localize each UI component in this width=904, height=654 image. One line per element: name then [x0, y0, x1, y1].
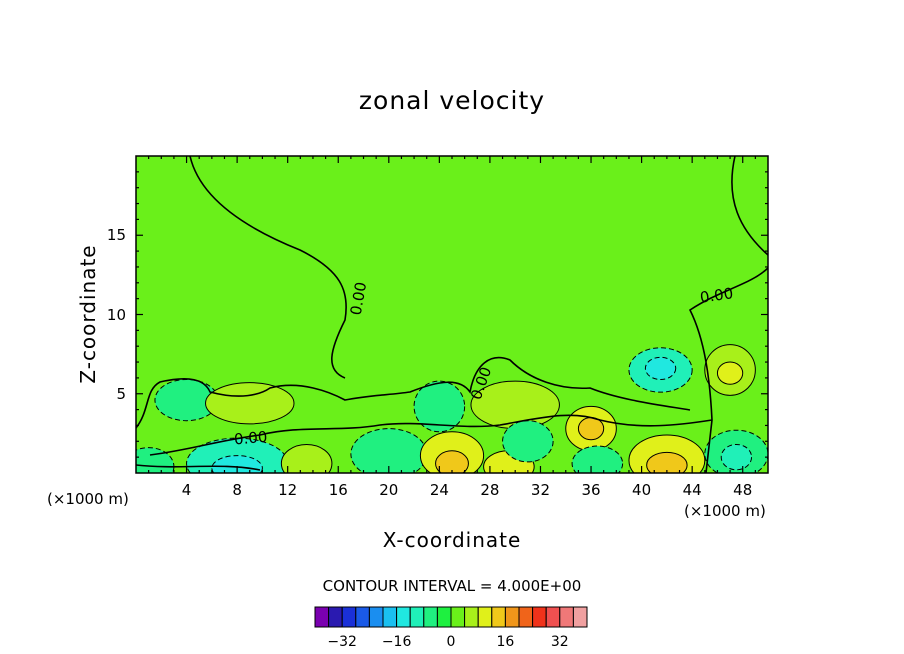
x-tick-label: 4 [181, 481, 192, 499]
zero-contour-upper-left [189, 156, 347, 379]
x-tick-label: 36 [581, 481, 601, 499]
y-tick-label: 10 [106, 305, 126, 324]
x-tick-label: 28 [480, 481, 500, 499]
colorbar-swatch [436, 606, 452, 628]
zero-contour-bottom [136, 464, 261, 471]
contour-region-23 [720, 443, 753, 471]
contour-region-16 [435, 450, 469, 473]
colorbar-swatch [450, 606, 466, 628]
zero-contour-lower-band [136, 356, 691, 429]
colorbar-swatch [504, 606, 520, 628]
colorbar-swatch [423, 606, 438, 628]
colorbar-swatch [328, 606, 343, 628]
contour-label-lower: 0.00 [233, 428, 268, 449]
zero-contour-low [149, 414, 713, 456]
contour-region-13 [280, 443, 333, 473]
x-tick-label: 12 [278, 481, 298, 499]
x-tick-label: 16 [328, 481, 348, 499]
colorbar-tick-label: 16 [496, 634, 515, 650]
colorbar-swatch [532, 606, 547, 628]
contour-region-5 [205, 382, 295, 425]
contour-label-upper: 0.00 [347, 281, 371, 317]
contour-region-1 [644, 356, 677, 380]
y-axis-label: Z-coordinate [76, 244, 100, 384]
contour-region-21 [646, 451, 688, 473]
colorbar-swatch [382, 606, 398, 628]
colorbar-swatch [559, 606, 574, 628]
colorbar-tick-label: 0 [446, 634, 456, 650]
y-tick-label: 15 [106, 226, 126, 245]
colorbar-swatch [572, 606, 588, 628]
colorbar-swatch [314, 606, 330, 628]
contour-region-18 [502, 420, 554, 463]
y-tick-label: 5 [116, 384, 126, 403]
contour-region-6 [413, 380, 466, 433]
colorbar-swatch [341, 606, 357, 628]
x-tick-label: 44 [682, 481, 702, 499]
colorbar-tick-label: −32 [327, 634, 357, 650]
colorbar-swatch [491, 606, 506, 628]
colorbar-tick-label: 32 [550, 634, 569, 650]
colorbar-swatch [396, 606, 411, 628]
x-tick-label: 32 [530, 481, 551, 499]
chart-title: zonal velocity [358, 86, 546, 115]
colorbar-swatch [545, 606, 561, 628]
colorbar-swatch [464, 606, 479, 628]
contour-region-3 [716, 361, 744, 385]
contour-field [136, 156, 768, 473]
x-tick-label: 24 [429, 481, 449, 499]
colorbar-swatch [518, 606, 534, 628]
zero-contour-upper-right [731, 156, 768, 256]
colorbar-swatch [409, 606, 425, 628]
colorbar-tick-label: −16 [381, 634, 412, 650]
x-unit-label-right: (×1000 m) [684, 502, 766, 520]
contour-lines [136, 156, 768, 473]
x-tick-label: 8 [232, 481, 242, 499]
contour-interval-text: CONTOUR INTERVAL = 4.000E+00 [322, 577, 582, 595]
colorbar-swatch [355, 606, 370, 628]
x-unit-label-left: (×1000 m) [47, 490, 129, 508]
colorbar-swatch [368, 606, 384, 628]
contour-label-right: 0.00 [699, 284, 735, 306]
x-tick-label: 40 [632, 481, 652, 499]
x-axis-label: X-coordinate [382, 528, 522, 552]
colorbar-swatch [477, 606, 493, 628]
colorbar [314, 606, 588, 628]
contour-region-19 [571, 445, 624, 473]
zero-contour-right [688, 267, 768, 473]
contour-region-9 [577, 417, 605, 441]
x-tick-label: 48 [733, 481, 753, 499]
x-tick-label: 20 [379, 481, 399, 499]
